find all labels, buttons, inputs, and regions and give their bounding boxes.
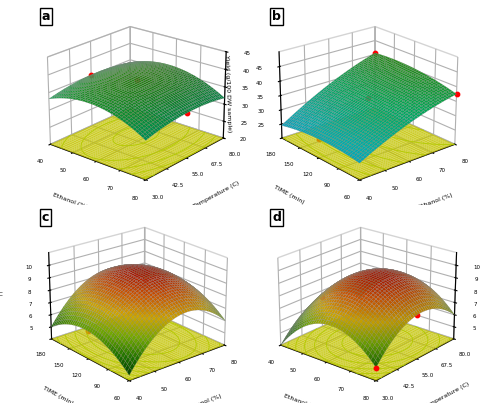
- Y-axis label: TIME (min): TIME (min): [42, 386, 74, 403]
- Text: a: a: [42, 10, 50, 23]
- Text: c: c: [42, 211, 49, 224]
- Y-axis label: Temperature (C): Temperature (C): [423, 382, 470, 403]
- Y-axis label: TIME (min): TIME (min): [272, 185, 304, 205]
- X-axis label: Ethanol (%): Ethanol (%): [186, 393, 222, 403]
- X-axis label: Ethanol (%): Ethanol (%): [52, 192, 88, 210]
- Y-axis label: Temperature (C): Temperature (C): [193, 181, 240, 210]
- Text: b: b: [272, 10, 281, 23]
- X-axis label: Ethanol (%): Ethanol (%): [417, 192, 453, 210]
- X-axis label: Ethanol (%): Ethanol (%): [282, 393, 318, 403]
- Text: d: d: [272, 211, 281, 224]
